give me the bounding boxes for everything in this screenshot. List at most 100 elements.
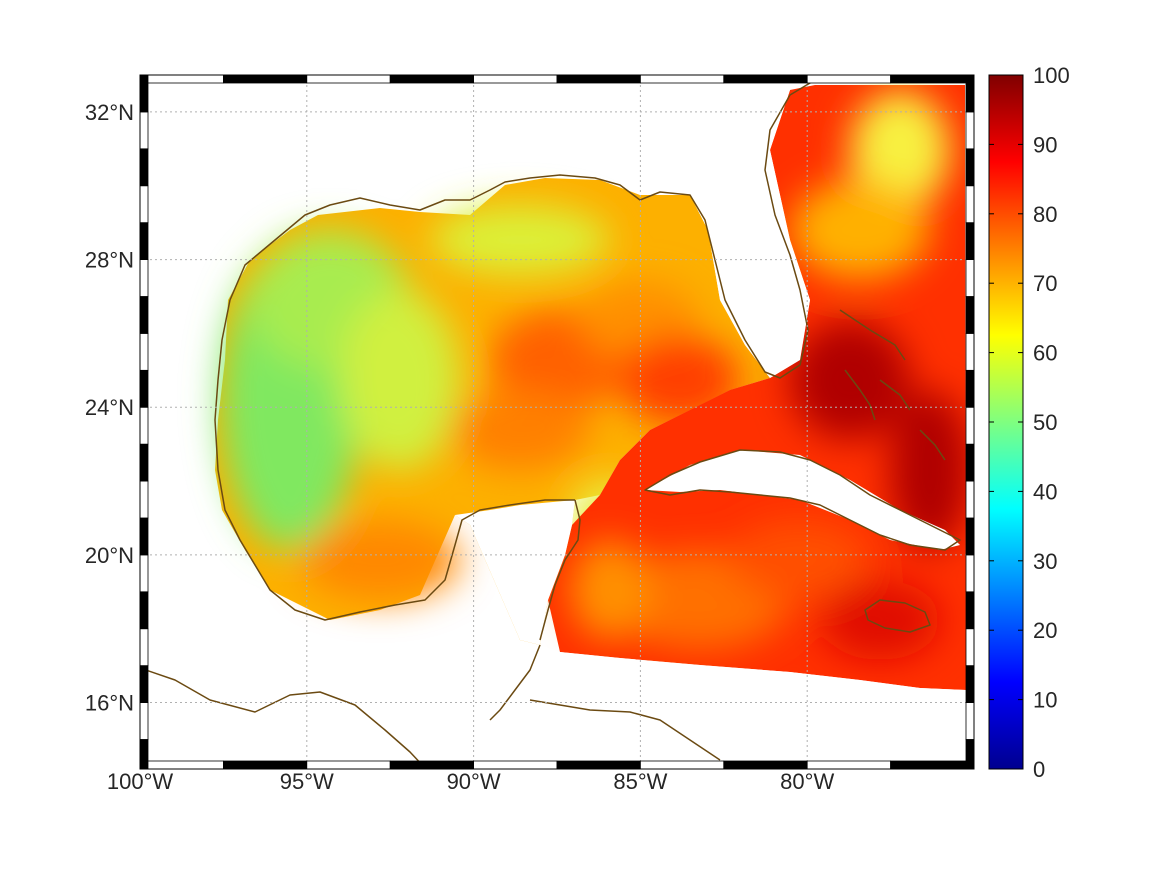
frame-segment-left [139,111,149,150]
frame-outline [139,74,975,770]
colorbar-tick-label: 60 [1033,341,1057,366]
frame-segment-bottom [806,760,892,770]
colorbar-tick-label: 70 [1033,271,1057,296]
frame-segment-bottom [640,760,725,770]
frame-segment-top [890,74,975,84]
colorbar-tick-label: 10 [1033,688,1057,713]
colorbar-tick-label: 80 [1033,202,1057,227]
frame-segment-right [965,185,975,224]
lon-tick-label: 95°W [280,769,334,794]
frame-segment-left [139,443,149,482]
florida-land [690,90,810,378]
lon-tick-label: 100°W [107,769,174,794]
jamaica-coast [864,599,931,633]
frame-segment-bottom [890,760,975,770]
frame-segment-right [965,665,975,703]
yucatan-land [455,500,575,645]
lon-tick-label: 85°W [613,769,667,794]
frame-segment-left [139,406,149,445]
frame-segment-right [965,222,975,260]
frame-segment-bottom [389,760,475,770]
gulf-field [215,178,770,645]
frame-segment-left [139,628,149,667]
south-land [148,664,414,761]
frame-segment-right [965,591,975,630]
frame-segment-top [723,74,808,84]
lat-tick-label: 16°N [85,691,134,716]
data-field-layer [148,83,966,761]
frame-segment-top [222,74,308,84]
axis-labels: 100°W 95°W 90°W 85°W 80°W 32°N 28°N 24°N 20°N 16°… [85,100,835,794]
lat-tick-label: 24°N [85,395,134,420]
frame-segment-bottom [306,760,391,770]
colorbar-gradient [988,74,1024,770]
frame-segment-left [139,185,149,224]
colorbar-tick-label: 0 [1033,757,1045,782]
frame-segment-right [965,628,975,667]
frame-segment-top [640,74,725,84]
frame-segment-right [965,406,975,445]
frame-segment-bottom [556,760,641,770]
lat-tick-label: 28°N [85,248,134,273]
pacific-coast [148,669,420,761]
frame-segment-right [965,554,975,593]
frame-segment-top [473,74,558,84]
frame-segment-left [139,148,149,187]
map-frame [139,74,975,770]
colorbar-tick-label: 20 [1033,618,1057,643]
frame-segment-right [965,148,975,187]
frame-segment-right [965,74,975,113]
frame-segment-left [139,554,149,593]
central-america-coast [489,644,721,761]
grid-lines [140,75,974,769]
frame-segment-left [139,702,149,740]
lon-tick-label: 90°W [447,769,501,794]
frame-segment-left [139,369,149,408]
frame-segment-top [139,74,224,84]
frame-segment-bottom [222,760,308,770]
frame-segment-right [965,296,975,334]
frame-segment-left [139,739,149,770]
frame-segment-right [965,517,975,556]
frame-segment-right [965,702,975,740]
coastlines [148,83,961,761]
frame-segment-left [139,222,149,260]
frame-segment-right [965,333,975,371]
us-gulf-coast [229,83,812,379]
lat-tick-label: 32°N [85,100,134,125]
frame-segment-bottom [139,760,224,770]
frame-segment-right [965,369,975,408]
lat-tick-label: 20°N [85,543,134,568]
frame-segment-left [139,259,149,297]
cuba-land [645,450,960,550]
frame-segment-top [556,74,641,84]
frame-segment-left [139,74,149,113]
lon-tick-label: 80°W [780,769,834,794]
colorbar-tick-label: 50 [1033,410,1057,435]
frame-segment-left [139,333,149,371]
frame-segment-right [965,739,975,770]
frame-segment-right [965,480,975,519]
frame-segment-left [139,591,149,630]
cuba-coast [644,449,961,551]
frame-segment-bottom [473,760,558,770]
colorbar-tick-label: 40 [1033,479,1057,504]
frame-segment-left [139,665,149,703]
frame-segment-top [806,74,892,84]
frame-segment-right [965,443,975,482]
frame-segment-bottom [723,760,808,770]
frame-segment-top [306,74,391,84]
frame-segment-right [965,111,975,150]
frame-segment-right [965,259,975,297]
colorbar-tick-label: 100 [1033,63,1070,88]
colorbar-tick-label: 30 [1033,549,1057,574]
frame-segment-left [139,480,149,519]
frame-segment-left [139,296,149,334]
frame-segment-top [389,74,475,84]
yucatan-east-coast [539,499,581,641]
caribbean-field [548,85,966,690]
mexico-gulf-coast [214,299,575,621]
bahamas-coast [839,309,946,461]
